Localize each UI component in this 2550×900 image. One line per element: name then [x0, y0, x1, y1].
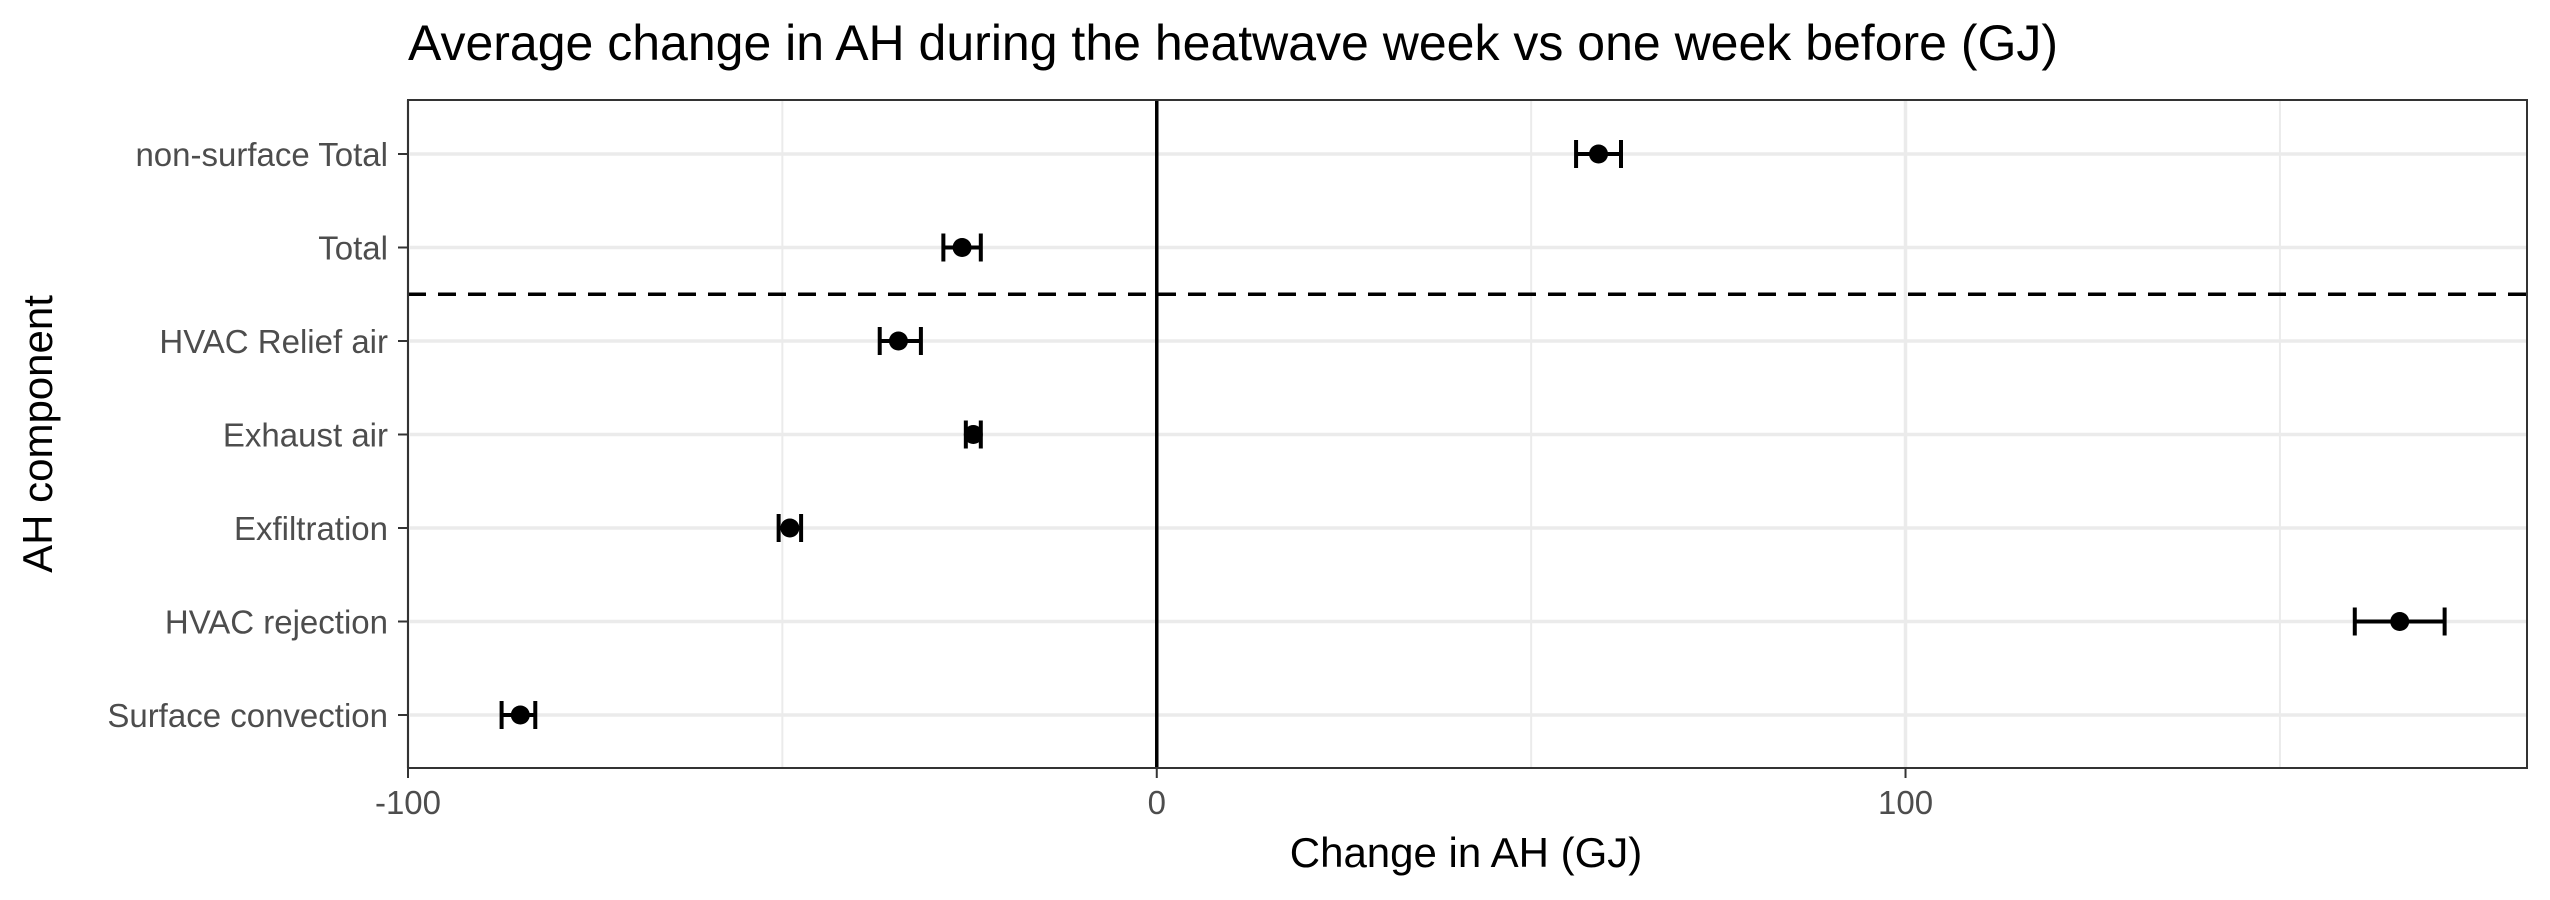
data-point [2390, 612, 2410, 631]
data-point [780, 518, 800, 538]
errorbar-point-group [499, 701, 538, 729]
x-axis: -100 0 100 [375, 768, 1933, 821]
data-point [963, 425, 983, 444]
errorbar-point-group [941, 233, 983, 262]
errorbar-point-group [776, 514, 804, 542]
data-point [1589, 144, 1609, 164]
y-tick-label: Surface convection [107, 697, 388, 734]
x-tick-label: 0 [1148, 784, 1166, 821]
errorbar-point-group [2352, 607, 2447, 636]
x-tick-label: 100 [1878, 784, 1933, 821]
errorbar-point-group [1574, 140, 1623, 168]
y-tick-label: Total [318, 230, 388, 267]
x-axis-title: Change in AH (GJ) [1290, 829, 1643, 876]
y-axis-title: AH component [14, 295, 61, 573]
errorbar-point-group [963, 420, 983, 449]
data-point [952, 238, 972, 257]
y-tick-label: non-surface Total [135, 136, 388, 173]
y-tick-label: HVAC rejection [165, 604, 388, 641]
errorbar-point-group [877, 327, 923, 355]
data-point [888, 331, 908, 351]
y-tick-label: HVAC Relief air [159, 323, 388, 360]
chart-title: Average change in AH during the heatwave… [408, 15, 2058, 71]
data-marks [499, 140, 2447, 729]
plot-panel [406, 99, 2528, 769]
data-point [510, 705, 530, 725]
y-tick-label: Exhaust air [223, 417, 388, 454]
x-tick-label: -100 [375, 784, 441, 821]
y-tick-label: Exfiltration [234, 510, 388, 547]
y-axis: non-surface Total Total HVAC Relief air Exh… [107, 136, 408, 734]
